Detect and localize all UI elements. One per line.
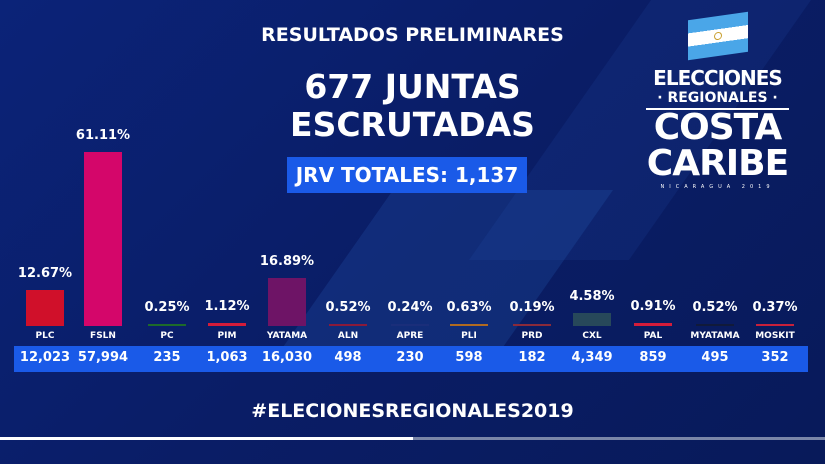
value-label: 0.91% <box>630 299 676 315</box>
jrv-totales-badge: JRV TOTALES: 1,137 <box>287 157 527 193</box>
category-label: ALN <box>337 331 359 341</box>
elecciones-logo: ELECCIONES · REGIONALES · COSTA CARIBE N… <box>640 11 795 190</box>
logo-line: ELECCIONES <box>653 66 783 90</box>
bar <box>391 324 429 326</box>
value-label: 4.58% <box>569 288 615 304</box>
value-label: 0.24% <box>387 300 433 315</box>
votes-value: 182 <box>518 350 546 365</box>
value-label: 61.11% <box>75 128 131 143</box>
bar <box>696 324 734 326</box>
bar <box>573 312 611 326</box>
progress-bar-track <box>412 437 825 440</box>
value-label: 0.19% <box>509 300 555 315</box>
votes-value: 57,994 <box>77 350 129 365</box>
votes-strip <box>14 346 808 372</box>
logo-line: · REGIONALES · <box>646 90 789 110</box>
category-label: PLI <box>461 331 477 341</box>
category-label: MYATAMA <box>690 331 740 341</box>
bar <box>208 322 246 326</box>
votes-value: 12,023 <box>19 350 71 365</box>
hashtag: #ELECIONESREGIONALES2019 <box>251 400 574 422</box>
progress-bar-fill <box>0 437 413 440</box>
bar <box>634 323 672 326</box>
category-label: FSLN <box>90 331 116 341</box>
category-label: PIM <box>217 331 237 341</box>
category-label: PC <box>160 331 174 341</box>
category-label: PAL <box>643 331 663 341</box>
logo-line: COSTA <box>653 107 783 148</box>
page-title: RESULTADOS PRELIMINARES <box>261 24 564 46</box>
value-label: 16.89% <box>259 253 315 269</box>
value-label: 1.12% <box>204 298 250 314</box>
votes-value: 859 <box>639 350 667 365</box>
votes-value: 16,030 <box>261 350 313 365</box>
juntas-count: 677 JUNTAS <box>304 67 521 106</box>
bar <box>513 324 551 326</box>
bar <box>329 324 367 326</box>
votes-value: 598 <box>455 350 483 365</box>
value-label: 12.67% <box>17 265 73 281</box>
category-label: PRD <box>521 331 543 341</box>
bar <box>756 324 794 326</box>
bar <box>26 289 64 326</box>
bar <box>268 277 306 326</box>
logo-line: CARIBE <box>646 143 789 184</box>
category-label: MOSKIT <box>755 331 795 341</box>
votes-value: 1,063 <box>206 350 248 365</box>
votes-value: 352 <box>761 350 789 365</box>
category-label: CXL <box>582 331 602 341</box>
value-label: 0.25% <box>144 300 190 315</box>
votes-value: 4,349 <box>571 350 613 365</box>
value-label: 0.52% <box>692 300 738 315</box>
bar <box>450 324 488 326</box>
bar <box>84 152 122 326</box>
juntas-heading: 677 JUNTAS ESCRUTADAS <box>240 68 585 144</box>
value-label: 0.52% <box>325 300 371 315</box>
category-label: YATAMA <box>266 331 308 341</box>
votes-value: 498 <box>334 350 362 365</box>
votes-value: 495 <box>701 350 729 365</box>
value-label: 0.37% <box>752 300 798 315</box>
logo-line: NICARAGUA 2019 <box>660 184 775 190</box>
votes-value: 235 <box>153 350 181 365</box>
category-label: APRE <box>396 331 424 341</box>
bar <box>148 324 186 326</box>
category-label: PLC <box>35 331 55 341</box>
value-label: 0.63% <box>446 300 492 315</box>
escrutadas-label: ESCRUTADAS <box>290 105 535 144</box>
votes-value: 230 <box>396 350 424 365</box>
